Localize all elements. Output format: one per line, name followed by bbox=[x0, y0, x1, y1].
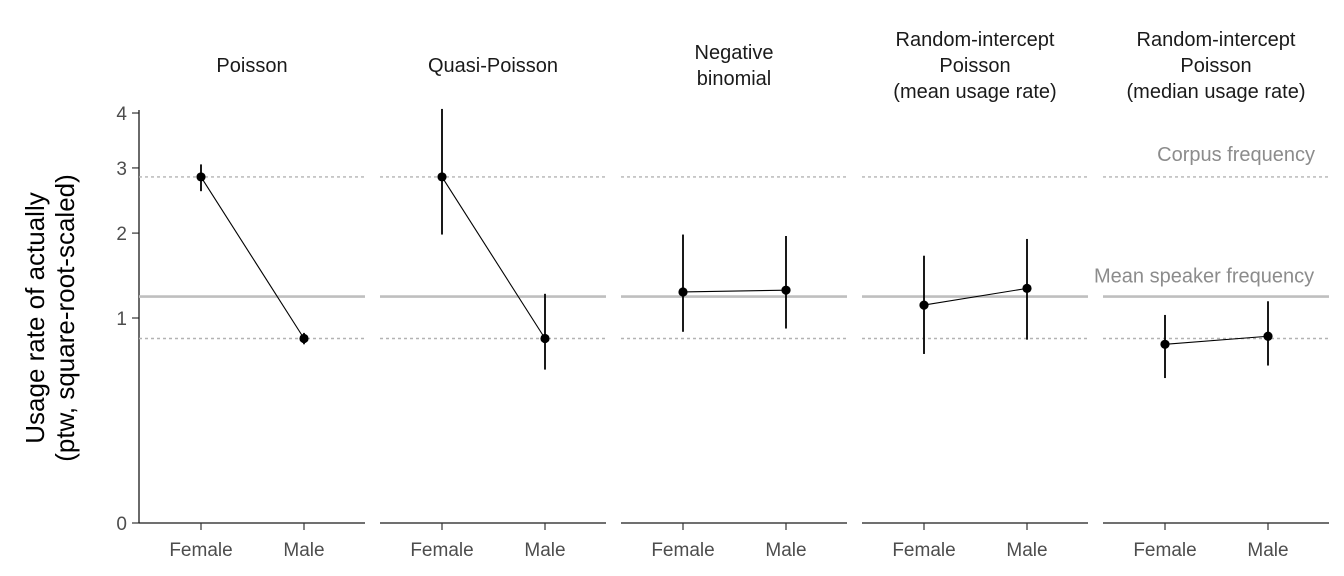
x-tick-label: Female bbox=[410, 540, 473, 561]
connecting-line bbox=[441, 176, 546, 339]
x-tick-label: Female bbox=[651, 540, 714, 561]
facet-title-line: Quasi-Poisson bbox=[428, 55, 558, 77]
y-tick-label: 1 bbox=[116, 309, 127, 330]
y-tick-label: 0 bbox=[116, 514, 127, 535]
x-tick-label: Female bbox=[1133, 540, 1196, 561]
corpus-frequency-label: Corpus frequency bbox=[1157, 144, 1315, 166]
facet-title-line: Negative bbox=[695, 42, 774, 64]
data-point bbox=[1022, 283, 1032, 293]
connecting-line bbox=[923, 287, 1028, 306]
data-point bbox=[437, 172, 447, 182]
y-tick-label: 3 bbox=[116, 159, 127, 180]
data-point bbox=[540, 333, 550, 344]
facet-panel: Negative binomial Female Male bbox=[621, 42, 847, 561]
y-axis-title-line-1: Usage rate of actually bbox=[20, 192, 50, 443]
facet-title-line: (median usage rate) bbox=[1127, 81, 1306, 103]
x-tick-label: Male bbox=[524, 540, 565, 561]
data-point bbox=[919, 300, 929, 310]
connecting-line bbox=[200, 176, 305, 339]
y-tick-label: 2 bbox=[116, 224, 127, 245]
data-point bbox=[299, 333, 309, 344]
x-tick-label: Male bbox=[1247, 540, 1288, 561]
mean-speaker-frequency-label: Mean speaker frequency bbox=[1094, 266, 1314, 288]
y-axis-title-line-2: (ptw, square-root-scaled) bbox=[50, 174, 80, 462]
facet-panels: Poisson Female Male Quasi-Poisson Female Male… bbox=[139, 29, 1329, 561]
connecting-line bbox=[1164, 335, 1269, 345]
facet-title-line: Random-intercept bbox=[1137, 29, 1296, 51]
connecting-line bbox=[682, 289, 787, 293]
data-point bbox=[1263, 331, 1273, 341]
facet-title-line: Poisson bbox=[939, 55, 1010, 77]
data-point bbox=[1160, 339, 1170, 349]
facet-title-line: Poisson bbox=[1180, 55, 1251, 77]
data-point bbox=[196, 172, 206, 182]
facet-title-line: Random-intercept bbox=[896, 29, 1055, 51]
x-tick-label: Female bbox=[892, 540, 955, 561]
facet-panel: Quasi-Poisson Female Male bbox=[380, 55, 606, 561]
x-tick-label: Female bbox=[169, 540, 232, 561]
x-tick-label: Male bbox=[1006, 540, 1047, 561]
data-point bbox=[781, 285, 791, 295]
facet-title-line: (mean usage rate) bbox=[893, 81, 1056, 103]
y-tick-label: 4 bbox=[116, 104, 127, 125]
facet-panel: Random-intercept Poisson (mean usage rate)… bbox=[862, 29, 1314, 561]
facet-panel: Random-intercept Poisson (median usage rat… bbox=[1103, 29, 1329, 561]
x-tick-label: Male bbox=[283, 540, 324, 561]
y-axis: 0 1 2 3 4 bbox=[116, 104, 140, 535]
data-point bbox=[678, 287, 688, 297]
facet-title-line: binomial bbox=[697, 68, 771, 90]
x-tick-label: Male bbox=[765, 540, 806, 561]
facet-title-line: Poisson bbox=[216, 55, 287, 77]
facet-panel: Poisson Female Male bbox=[139, 55, 365, 561]
y-axis-title: Usage rate of actually (ptw, square-root… bbox=[20, 174, 80, 462]
